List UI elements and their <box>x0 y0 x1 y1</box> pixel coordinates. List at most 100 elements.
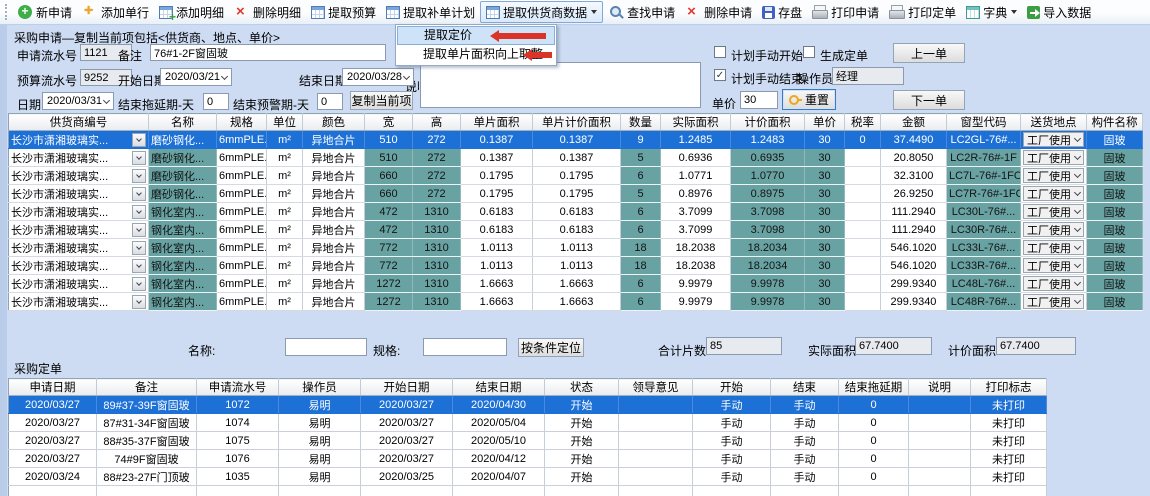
column-header[interactable]: 名称 <box>148 113 217 131</box>
table-row[interactable]: 长沙市潇湘玻璃实...钢化室内...6mmPLE...m²异地合片4721310… <box>8 202 1143 221</box>
table-cell[interactable]: 固玻 <box>1086 220 1143 239</box>
table-cell[interactable]: LC7L-76#-1FO <box>946 166 1021 185</box>
table-cell[interactable]: 6mmPLE... <box>216 220 267 239</box>
table-cell[interactable]: 开始 <box>544 413 619 432</box>
toolbar-item-save[interactable]: 存盘 <box>757 1 807 23</box>
plan-manual-start-checkbox[interactable] <box>714 46 726 58</box>
column-header[interactable]: 供货商编号 <box>8 113 149 131</box>
table-row[interactable]: 2020/03/27 89#37-39F窗固玻 1072 易明 2020/03/27 20… <box>8 395 1047 414</box>
table-cell[interactable]: 长沙市潇湘玻璃实... <box>8 130 149 149</box>
table-cell[interactable]: 0 <box>838 413 909 432</box>
chevron-down-icon[interactable] <box>132 294 146 309</box>
table-cell[interactable] <box>908 431 971 450</box>
table-cell[interactable]: 未打印 <box>970 449 1047 468</box>
chevron-down-icon[interactable] <box>132 240 146 255</box>
table-cell[interactable]: 未打印 <box>970 431 1047 450</box>
date-select[interactable]: 2020/03/31 <box>42 92 114 110</box>
table-cell[interactable]: 1072 <box>196 395 279 414</box>
table-cell[interactable]: 1074 <box>196 413 279 432</box>
table-cell[interactable]: 长沙市潇湘玻璃实... <box>8 202 149 221</box>
table-cell[interactable]: 固玻 <box>1086 130 1143 149</box>
table-cell[interactable]: 1076 <box>196 449 279 468</box>
table-cell[interactable]: 长沙市潇湘玻璃实... <box>8 256 149 275</box>
description-textarea[interactable] <box>420 62 701 108</box>
table-cell[interactable]: 未打印 <box>970 413 1047 432</box>
table-cell[interactable]: 546.1020 <box>880 238 947 257</box>
table-cell[interactable]: 510 <box>364 148 413 167</box>
column-header[interactable]: 结束日期 <box>452 378 545 396</box>
table-cell[interactable]: 30 <box>804 184 845 203</box>
table-cell[interactable] <box>618 395 693 414</box>
table-cell[interactable]: 易明 <box>278 467 361 486</box>
table-cell[interactable]: 272 <box>412 130 461 149</box>
table-cell[interactable]: 6 <box>620 274 661 293</box>
table-cell[interactable]: 30 <box>804 130 845 149</box>
locate-by-condition-button[interactable]: 按条件定位 <box>518 338 584 357</box>
table-cell[interactable]: 6 <box>620 292 661 311</box>
table-cell[interactable]: 9.9979 <box>660 274 731 293</box>
table-cell[interactable]: 易明 <box>278 395 361 414</box>
table-cell[interactable]: 工厂使用 <box>1020 292 1087 311</box>
table-cell[interactable]: m² <box>266 202 303 221</box>
table-cell[interactable] <box>844 184 881 203</box>
table-cell[interactable] <box>844 274 881 293</box>
table-cell[interactable]: 510 <box>364 130 413 149</box>
table-cell[interactable]: 固玻 <box>1086 166 1143 185</box>
operator-input[interactable] <box>832 67 904 85</box>
table-row[interactable]: 长沙市潇湘玻璃实...钢化室内...6mmPLE...m²异地合片7721310… <box>8 238 1143 257</box>
column-header[interactable]: 送货地点 <box>1020 113 1087 131</box>
table-cell[interactable]: 1.6663 <box>460 274 533 293</box>
table-cell[interactable] <box>844 166 881 185</box>
table-row[interactable]: 长沙市潇湘玻璃实...钢化室内...6mmPLE...m²异地合片1272131… <box>8 274 1143 293</box>
table-cell[interactable]: LC30L-76#... <box>946 202 1021 221</box>
table-cell[interactable]: 772 <box>364 238 413 257</box>
table-cell[interactable]: 手动 <box>692 467 771 486</box>
table-cell[interactable]: 工厂使用 <box>1020 184 1087 203</box>
table-cell[interactable]: 长沙市潇湘玻璃实... <box>8 274 149 293</box>
column-header[interactable]: 宽 <box>364 113 413 131</box>
table-cell[interactable]: 0 <box>838 431 909 450</box>
table-cell[interactable] <box>618 431 693 450</box>
table-cell[interactable]: 6mmPLE... <box>216 274 267 293</box>
column-header[interactable]: 结束拖延期 <box>838 378 909 396</box>
table-cell[interactable]: 工厂使用 <box>1020 274 1087 293</box>
table-cell[interactable]: 异地合片 <box>302 202 365 221</box>
table-cell[interactable]: 5 <box>620 184 661 203</box>
table-cell[interactable]: m² <box>266 166 303 185</box>
chevron-down-icon[interactable] <box>132 132 146 147</box>
table-cell[interactable]: 手动 <box>770 413 839 432</box>
toolbar-item-import-data[interactable]: 导入数据 <box>1022 1 1096 23</box>
table-cell[interactable]: 2020/03/27 <box>8 431 97 450</box>
column-header[interactable]: 税率 <box>844 113 881 131</box>
table-cell[interactable]: 1.0771 <box>660 166 731 185</box>
table-cell[interactable]: m² <box>266 292 303 311</box>
table-cell[interactable]: 6mmPLE... <box>216 292 267 311</box>
table-cell[interactable]: 6 <box>620 166 661 185</box>
end-delay-input[interactable] <box>203 93 229 110</box>
table-cell[interactable]: 30 <box>804 274 845 293</box>
table-cell[interactable]: 30 <box>804 220 845 239</box>
table-row[interactable]: 长沙市潇湘玻璃实...磨砂钢化...6mmPLE...m²异地合片6602720… <box>8 166 1143 185</box>
table-cell[interactable]: 长沙市潇湘玻璃实... <box>8 238 149 257</box>
table-cell[interactable] <box>844 148 881 167</box>
table-cell[interactable]: 长沙市潇湘玻璃实... <box>8 166 149 185</box>
table-cell[interactable]: LC33R-76#... <box>946 256 1021 275</box>
table-cell[interactable]: 6mmPLE... <box>216 238 267 257</box>
toolbar-item-print-order[interactable]: 打印定单 <box>884 1 961 23</box>
table-cell[interactable]: 易明 <box>278 413 361 432</box>
table-cell[interactable]: 1.6663 <box>532 292 621 311</box>
table-cell[interactable]: 2020/04/07 <box>452 467 545 486</box>
column-header[interactable]: 备注 <box>96 378 197 396</box>
table-cell[interactable]: 异地合片 <box>302 220 365 239</box>
table-cell[interactable]: 0 <box>838 449 909 468</box>
table-cell[interactable]: 异地合片 <box>302 148 365 167</box>
table-cell[interactable]: 299.9340 <box>880 292 947 311</box>
table-cell[interactable]: 磨砂钢化... <box>148 184 217 203</box>
table-cell[interactable] <box>844 256 881 275</box>
table-cell[interactable]: 手动 <box>692 449 771 468</box>
table-cell[interactable]: m² <box>266 274 303 293</box>
table-cell[interactable]: 37.4490 <box>880 130 947 149</box>
table-cell[interactable]: 1.2485 <box>660 130 731 149</box>
table-cell[interactable]: 0.1795 <box>460 166 533 185</box>
delivery-dropdown[interactable]: 工厂使用 <box>1023 204 1084 219</box>
